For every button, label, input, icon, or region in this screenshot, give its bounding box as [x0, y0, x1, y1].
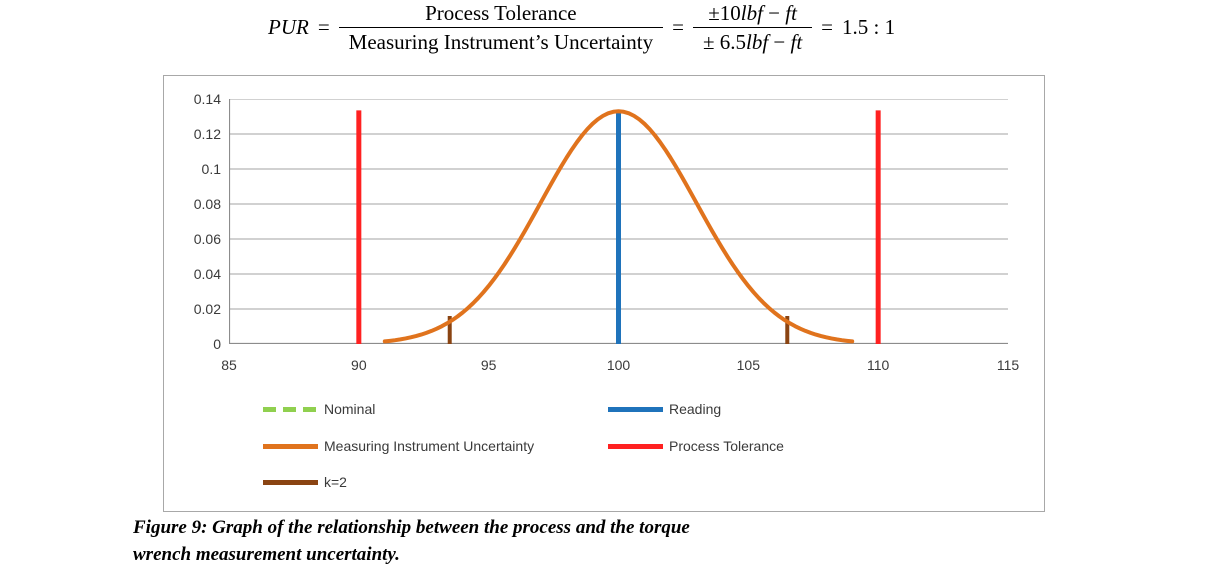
- k2-line-swatch: [263, 479, 318, 485]
- series-measuring-instrument-uncertainty-line: [382, 109, 855, 344]
- formula-lhs: PUR: [268, 15, 309, 40]
- legend-item-reading: Reading: [608, 401, 721, 417]
- figure-caption: Figure 9: Graph of the relationship betw…: [133, 514, 690, 568]
- fraction-numerator: ±10lbf − ft: [692, 1, 813, 29]
- y-tick-label: 0.06: [193, 231, 221, 247]
- y-tick-label: 0.04: [193, 266, 221, 282]
- ratio-result: 1.5 : 1: [842, 15, 896, 40]
- plot-area: [228, 98, 1008, 345]
- y-tick-label: 0.12: [193, 126, 221, 142]
- pur-formula: PUR = Process Tolerance Measuring Instru…: [268, 1, 895, 54]
- y-tick-label: 0: [213, 336, 221, 352]
- x-tick-label: 115: [996, 357, 1020, 373]
- x-tick-label: 90: [351, 357, 367, 373]
- y-tick-label: 0.1: [201, 161, 221, 177]
- x-tick-label: 95: [480, 357, 497, 373]
- uncertainty-line-swatch: [263, 443, 318, 449]
- legend-item-process-tolerance: Process Tolerance: [608, 438, 784, 454]
- legend-label: Measuring Instrument Uncertainty: [324, 438, 535, 454]
- process-tolerance-line-swatch: [608, 443, 663, 449]
- legend-label: Process Tolerance: [669, 438, 784, 454]
- fraction-denominator: ± 6.5lbf − ft: [702, 30, 803, 55]
- formula-fraction-values: ±10lbf − ft ± 6.5lbf − ft: [692, 1, 813, 55]
- y-tick-label: 0.14: [193, 91, 221, 107]
- equals-sign: =: [317, 15, 330, 40]
- caption-line-2: wrench measurement uncertainty.: [133, 544, 400, 565]
- chart-frame: Nominal Reading Measuring Instrument Unc…: [163, 75, 1045, 512]
- x-tick-label: 110: [866, 357, 890, 373]
- x-tick-label: 100: [606, 357, 631, 373]
- caption-line-1: Figure 9: Graph of the relationship betw…: [133, 517, 690, 538]
- fraction-numerator: Process Tolerance: [338, 1, 664, 29]
- x-tick-label: 105: [736, 357, 760, 373]
- x-tick-label: 85: [221, 357, 237, 373]
- y-tick-label: 0.08: [193, 196, 221, 212]
- chart-canvas: [228, 98, 1008, 345]
- legend-label: Nominal: [324, 401, 376, 417]
- reading-line-swatch: [608, 406, 663, 412]
- nominal-line-swatch: [263, 406, 318, 412]
- legend-item-k2: k=2: [263, 474, 347, 490]
- formula-fraction-words: Process Tolerance Measuring Instrument’s…: [338, 1, 664, 55]
- legend-label: k=2: [324, 474, 347, 490]
- legend-item-measuring-instrument-uncertainty: Measuring Instrument Uncertainty: [263, 438, 534, 454]
- equals-sign: =: [672, 15, 684, 40]
- legend-item-nominal: Nominal: [263, 401, 375, 417]
- legend-label: Reading: [669, 401, 722, 417]
- fraction-denominator: Measuring Instrument’s Uncertainty: [348, 30, 654, 55]
- y-tick-label: 0.02: [193, 301, 221, 317]
- equals-sign: =: [821, 15, 834, 40]
